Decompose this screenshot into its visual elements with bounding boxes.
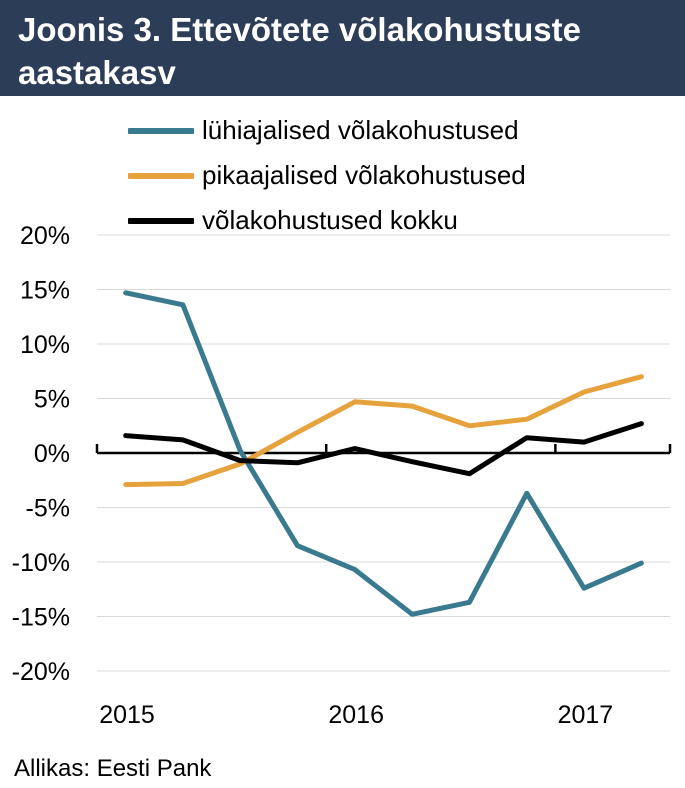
y-tick-label: 5%	[34, 386, 70, 414]
x-tick-label: 2016	[328, 701, 384, 729]
y-tick-label: -10%	[12, 549, 70, 577]
y-tick-label: 0%	[34, 440, 70, 468]
y-tick-label: -20%	[12, 658, 70, 686]
legend-item-short-term: lühiajalised võlakohustused	[128, 108, 648, 153]
y-tick-label: -15%	[12, 604, 70, 632]
legend-label-long-term: pikaajalised võlakohustused	[202, 160, 526, 190]
x-tick-label: 2017	[558, 701, 614, 729]
chart-legend: lühiajalised võlakohustused pikaajalised…	[128, 108, 648, 243]
y-tick-label: -5%	[26, 495, 70, 523]
y-tick-label: 20%	[20, 222, 70, 250]
line-chart: 20% 15% 10% 5% 0% -5% -10% -15% -20% 2015 2016 2017	[12, 222, 672, 729]
legend-item-long-term: pikaajalised võlakohustused	[128, 153, 648, 198]
legend-label-short-term: lühiajalised võlakohustused	[202, 115, 519, 145]
series-line-short-term	[123, 290, 644, 617]
series-line-long-term	[123, 374, 644, 488]
legend-swatch-total	[128, 217, 194, 224]
legend-label-total: võlakohustused kokku	[202, 205, 458, 235]
y-tick-label: 15%	[20, 277, 70, 305]
legend-swatch-long-term	[128, 172, 194, 179]
x-tick-label: 2015	[99, 701, 155, 729]
series-line-total	[123, 421, 644, 477]
y-tick-label: 10%	[20, 331, 70, 359]
chart-title: Joonis 3. Ettevõtete võlakohustuste aast…	[18, 11, 581, 91]
legend-item-total: võlakohustused kokku	[128, 198, 648, 243]
chart-header: Joonis 3. Ettevõtete võlakohustuste aast…	[0, 0, 685, 96]
source-note: Allikas: Eesti Pank	[14, 755, 212, 782]
legend-swatch-short-term	[128, 127, 194, 134]
